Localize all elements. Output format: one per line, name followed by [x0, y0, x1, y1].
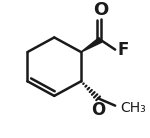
Polygon shape	[81, 38, 102, 52]
Text: O: O	[91, 101, 105, 119]
Text: O: O	[93, 1, 108, 19]
Text: F: F	[118, 41, 129, 59]
Text: CH₃: CH₃	[120, 101, 146, 115]
